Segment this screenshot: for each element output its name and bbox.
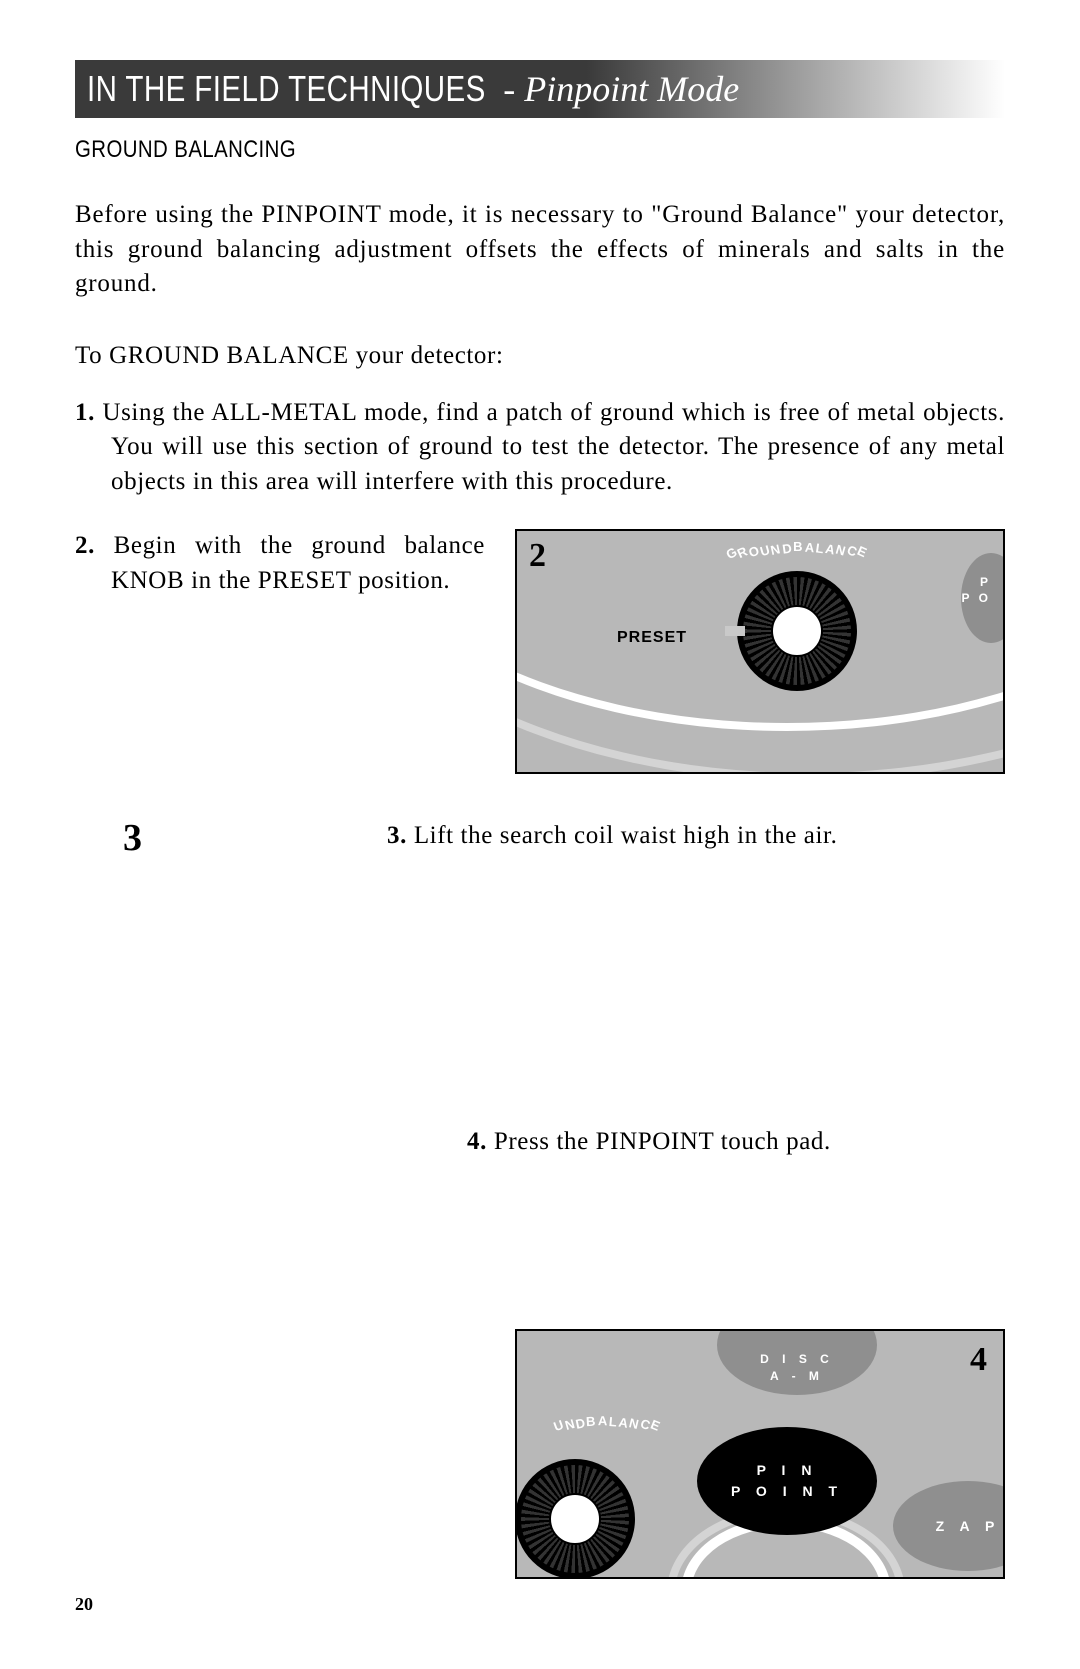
manual-page: IN THE FIELD TECHNIQUES - Pinpoint Mode … bbox=[0, 0, 1080, 1669]
ground-balance-arc-label-2: UND BALANCE bbox=[515, 1413, 703, 1428]
step-4-text: Press the PINPOINT touch pad. bbox=[494, 1128, 831, 1155]
step-2-num: 2. bbox=[75, 532, 95, 559]
figure-2: 2 GROUND BALANCE PRESET PP O bbox=[515, 529, 1005, 774]
step-2: 2. Begin with the ground balance KNOB in… bbox=[75, 529, 485, 598]
page-number: 20 bbox=[75, 1594, 93, 1615]
pin-line2: P O I N T bbox=[731, 1483, 843, 1499]
pin-line1: P I N bbox=[757, 1462, 818, 1478]
step-1-text: Using the ALL-METAL mode, find a patch o… bbox=[102, 399, 1005, 495]
step-2-row: 2. Begin with the ground balance KNOB in… bbox=[75, 529, 1005, 774]
step-3: 3. Lift the search coil waist high in th… bbox=[387, 822, 1005, 850]
pinpoint-pad-icon: P I N P O I N T bbox=[697, 1427, 877, 1535]
pinpoint-pad-partial-icon: P P O bbox=[953, 559, 997, 629]
po-line2: P O bbox=[962, 591, 991, 605]
header-main: IN THE FIELD TECHNIQUES bbox=[87, 68, 486, 110]
step-4: 4. Press the PINPOINT touch pad. bbox=[467, 1125, 1005, 1160]
po-line1: P bbox=[980, 575, 991, 589]
step-4-num: 4. bbox=[467, 1128, 487, 1155]
zap-pad-icon: Z A P bbox=[893, 1481, 1005, 1571]
intro-paragraph: Before using the PINPOINT mode, it is ne… bbox=[75, 198, 1005, 302]
step-1-num: 1. bbox=[75, 399, 95, 426]
disc-am-pad-icon: D I S C A - M bbox=[717, 1329, 877, 1395]
lead-line: To GROUND BALANCE your detector: bbox=[75, 342, 1005, 370]
figure-4: 4 D I S C A - M P I N P O I N T Z A P UND … bbox=[515, 1329, 1005, 1579]
figure-4-wrap: 4 D I S C A - M P I N P O I N T Z A P UND … bbox=[515, 1329, 1005, 1579]
preset-label: PRESET bbox=[617, 629, 687, 647]
step-3-text: Lift the search coil waist high in the a… bbox=[414, 822, 838, 849]
disc-line2: A - M bbox=[770, 1369, 824, 1383]
section-header: IN THE FIELD TECHNIQUES - Pinpoint Mode bbox=[75, 60, 1005, 118]
disc-line1: D I S C bbox=[760, 1352, 834, 1366]
figure-4-number: 4 bbox=[970, 1341, 987, 1379]
zap-label: Z A P bbox=[936, 1518, 1001, 1534]
ground-balance-knob-icon bbox=[727, 571, 867, 711]
step-1: 1. Using the ALL-METAL mode, find a patc… bbox=[75, 396, 1005, 500]
subheading: GROUND BALANCING bbox=[75, 136, 866, 164]
step-2-text: Begin with the ground balance KNOB in th… bbox=[111, 532, 485, 594]
step-3-num: 3. bbox=[387, 822, 407, 849]
ground-balance-knob-icon bbox=[515, 1459, 645, 1579]
header-sub: - Pinpoint Mode bbox=[503, 68, 739, 110]
ground-balance-arc-label: GROUND BALANCE bbox=[677, 539, 917, 554]
